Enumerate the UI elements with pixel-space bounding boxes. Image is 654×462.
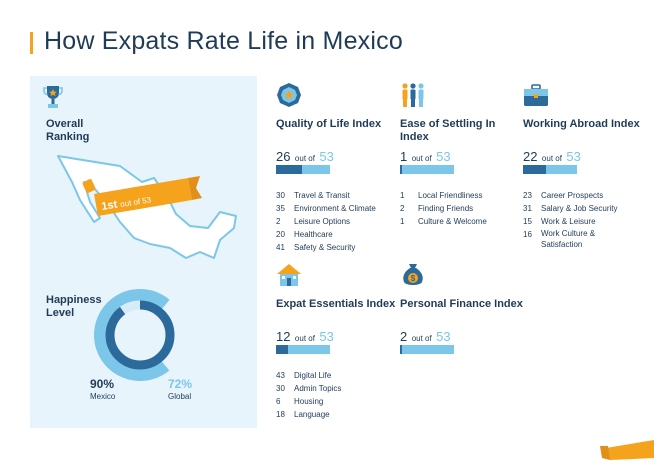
mexico-ring bbox=[105, 300, 175, 370]
list-item: 6 Housing bbox=[276, 397, 324, 406]
house-icon bbox=[277, 264, 301, 286]
mexico-label: Mexico bbox=[90, 392, 116, 401]
sub-rank-list: 1 Local Friendliness 2 Finding Friends 1 Cu… bbox=[400, 189, 487, 228]
badge-icon bbox=[277, 83, 301, 107]
list-item: 23 Career Prospects bbox=[523, 191, 604, 200]
overall-ranking-label: Overall Ranking bbox=[46, 118, 90, 143]
rank-progress-bar bbox=[276, 345, 330, 354]
list-item: 2 Finding Friends bbox=[400, 204, 474, 213]
sub-rank-list: 23 Career Prospects 31 Salary & Job Securi… bbox=[523, 189, 617, 251]
mexico-percent: 90% bbox=[90, 377, 115, 391]
list-item: 31 Salary & Job Security bbox=[523, 204, 618, 213]
rank-ribbon: 1stout of 53 bbox=[94, 176, 202, 216]
card-score: 2 out of 53 bbox=[400, 329, 451, 344]
card-title: Personal Finance Index bbox=[400, 298, 523, 310]
sub-rank-list: 30 Travel & Transit 35 Environment & Clima… bbox=[276, 189, 376, 254]
page-title: How Expats Rate Life in Mexico bbox=[44, 27, 403, 55]
list-item: 18 Language bbox=[276, 410, 330, 419]
card-title: Quality of Life Index bbox=[276, 118, 382, 130]
list-item: 2 Leisure Options bbox=[276, 217, 351, 226]
card-score: 22 out of 53 bbox=[523, 149, 581, 164]
briefcase-icon bbox=[524, 84, 548, 106]
list-item: 16 Work Culture & Satisfaction bbox=[523, 229, 596, 249]
list-item: 1 Culture & Welcome bbox=[400, 217, 487, 226]
card-score: 26 out of 53 bbox=[276, 149, 334, 164]
corner-ribbon-decoration bbox=[600, 440, 654, 460]
card-score: 1 out of 53 bbox=[400, 149, 451, 164]
list-item: 43 Digital Life bbox=[276, 371, 332, 380]
list-item: 1 Local Friendliness bbox=[400, 191, 483, 200]
title-accent bbox=[30, 32, 33, 54]
money-bag-icon: $ bbox=[403, 264, 423, 285]
card-score: 12 out of 53 bbox=[276, 329, 334, 344]
list-item: 15 Work & Leisure bbox=[523, 217, 596, 226]
rank-progress-bar bbox=[276, 165, 330, 174]
sub-rank-list: 43 Digital Life 30 Admin Topics 6 Housing 1… bbox=[276, 369, 341, 421]
happiness-level-label: Happiness Level bbox=[46, 294, 102, 319]
list-item: 41 Safety & Security bbox=[276, 243, 356, 252]
list-item: 30 Admin Topics bbox=[276, 384, 342, 393]
card-title: Working Abroad Index bbox=[523, 118, 640, 130]
svg-text:$: $ bbox=[411, 274, 416, 283]
list-item: 20 Healthcare bbox=[276, 230, 333, 239]
rank-progress-bar bbox=[400, 165, 454, 174]
rank-progress-bar bbox=[400, 345, 454, 354]
list-item: 35 Environment & Climate bbox=[276, 204, 376, 213]
happiness-donut-chart bbox=[94, 289, 186, 381]
card-title: Ease of Settling In Index bbox=[400, 118, 496, 143]
rank-progress-bar bbox=[523, 165, 577, 174]
list-item: 30 Travel & Transit bbox=[276, 191, 350, 200]
people-icon bbox=[402, 83, 424, 107]
trophy-icon bbox=[43, 86, 63, 108]
global-percent: 72% bbox=[168, 377, 193, 391]
mexico-map: 1stout of 53 bbox=[57, 155, 237, 259]
global-label: Global bbox=[168, 392, 192, 401]
map-pin-icon bbox=[82, 179, 96, 193]
card-title: Expat Essentials Index bbox=[276, 298, 396, 310]
